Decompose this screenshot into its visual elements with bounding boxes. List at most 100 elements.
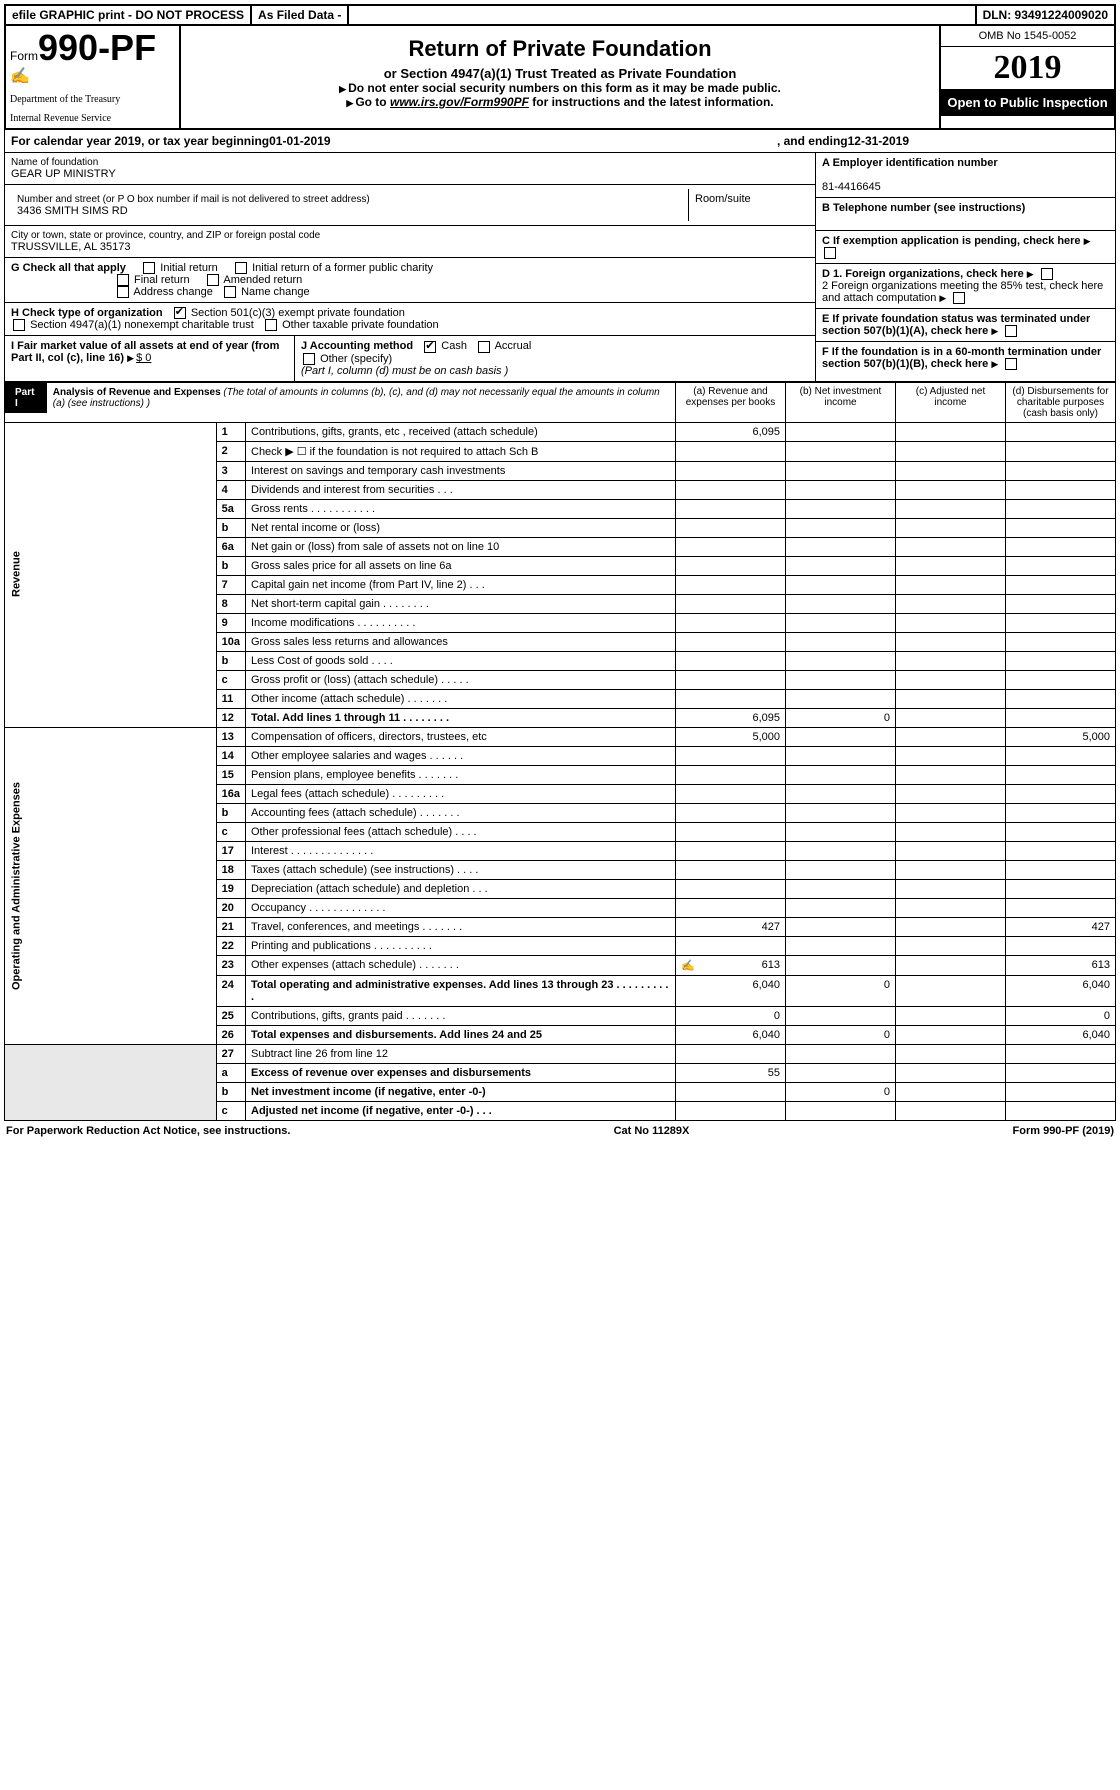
g-label: G Check all that apply	[11, 262, 126, 274]
amount-cell	[786, 1044, 896, 1063]
amount-cell	[896, 917, 1006, 936]
amount-cell	[896, 480, 1006, 499]
foundation-name: GEAR UP MINISTRY	[11, 168, 809, 180]
amount-cell	[676, 651, 786, 670]
amount-cell	[676, 461, 786, 480]
amount-cell	[676, 537, 786, 556]
amount-cell	[896, 879, 1006, 898]
line-desc: Gross sales price for all assets on line…	[246, 556, 676, 575]
chk-501c3[interactable]	[174, 307, 186, 319]
amount-cell	[1006, 784, 1116, 803]
amount-cell: 6,040	[676, 1025, 786, 1044]
irs-link[interactable]: www.irs.gov/Form990PF	[390, 95, 529, 109]
amount-cell: 6,040	[1006, 1025, 1116, 1044]
amount-cell	[676, 689, 786, 708]
chk-c[interactable]	[824, 247, 836, 259]
chk-initial-former[interactable]	[235, 262, 247, 274]
entity-info: Name of foundation GEAR UP MINISTRY Numb…	[4, 153, 1116, 382]
chk-f[interactable]	[1005, 358, 1017, 370]
amount-cell	[786, 518, 896, 537]
amount-cell	[896, 441, 1006, 461]
part1-label: Part I	[5, 383, 47, 413]
amount-cell	[786, 575, 896, 594]
chk-amended[interactable]	[207, 274, 219, 286]
chk-d1[interactable]	[1041, 268, 1053, 280]
amount-cell: 6,095	[676, 708, 786, 727]
line-number: 3	[216, 461, 245, 480]
amount-cell	[786, 1006, 896, 1025]
g-opt-1: Initial return of a former public charit…	[252, 262, 433, 274]
amount-cell: 5,000	[1006, 727, 1116, 746]
line-desc: Gross profit or (loss) (attach schedule)…	[246, 670, 676, 689]
chk-cash[interactable]	[424, 341, 436, 353]
line-number: 17	[216, 841, 245, 860]
amount-cell	[676, 632, 786, 651]
amount-cell	[786, 422, 896, 441]
a-label: A Employer identification number	[822, 157, 998, 169]
chk-address[interactable]	[117, 286, 129, 298]
b-label: B Telephone number (see instructions)	[822, 202, 1025, 214]
chk-d2[interactable]	[953, 292, 965, 304]
amount-cell	[896, 651, 1006, 670]
amount-cell	[896, 1063, 1006, 1082]
line-desc: Compensation of officers, directors, tru…	[246, 727, 676, 746]
line-desc: Check ▶ ☐ if the foundation is not requi…	[246, 441, 676, 461]
amount-cell	[786, 822, 896, 841]
amount-cell	[896, 632, 1006, 651]
cal-pre: For calendar year 2019, or tax year begi…	[11, 134, 269, 148]
page-footer: For Paperwork Reduction Act Notice, see …	[4, 1121, 1116, 1141]
amount-cell	[1006, 422, 1116, 441]
amount-cell	[896, 594, 1006, 613]
amount-cell	[1006, 936, 1116, 955]
amount-cell	[1006, 537, 1116, 556]
line-desc: Printing and publications . . . . . . . …	[246, 936, 676, 955]
amount-cell: 6,040	[676, 975, 786, 1006]
amount-cell	[896, 1025, 1006, 1044]
amount-cell	[786, 613, 896, 632]
j-label: J Accounting method	[301, 340, 413, 352]
chk-namechg[interactable]	[224, 286, 236, 298]
header-right: OMB No 1545-0052 2019 Open to Public Ins…	[939, 26, 1114, 128]
amount-cell	[1006, 1101, 1116, 1120]
amount-cell	[896, 955, 1006, 975]
city-state-zip: TRUSSVILLE, AL 35173	[11, 241, 809, 253]
chk-initial[interactable]	[143, 262, 155, 274]
line-number: 27	[216, 1044, 245, 1063]
d1-label: D 1. Foreign organizations, check here	[822, 268, 1024, 280]
chk-e[interactable]	[1005, 325, 1017, 337]
chk-jother[interactable]	[303, 353, 315, 365]
line-number: 24	[216, 975, 245, 1006]
check-h: H Check type of organization Section 501…	[5, 303, 815, 336]
chk-other-tax[interactable]	[265, 319, 277, 331]
amount-cell	[786, 689, 896, 708]
line-number: 25	[216, 1006, 245, 1025]
chk-4947[interactable]	[13, 319, 25, 331]
h-opt-1: Section 501(c)(3) exempt private foundat…	[191, 307, 405, 319]
dept-irs: Internal Revenue Service	[10, 113, 175, 124]
line-desc: Dividends and interest from securities .…	[246, 480, 676, 499]
row-ij: I Fair market value of all assets at end…	[5, 336, 815, 380]
amount-cell	[896, 822, 1006, 841]
line-desc: Net rental income or (loss)	[246, 518, 676, 537]
amount-cell	[676, 765, 786, 784]
line-desc: Total operating and administrative expen…	[246, 975, 676, 1006]
line-number: 16a	[216, 784, 245, 803]
line-desc: Income modifications . . . . . . . . . .	[246, 613, 676, 632]
g-opt-3: Amended return	[223, 274, 302, 286]
amount-cell	[1006, 632, 1116, 651]
table-row: 27Subtract line 26 from line 12	[5, 1044, 1116, 1063]
pdf-icon[interactable]: ✍	[10, 66, 175, 86]
amount-cell	[1006, 708, 1116, 727]
line-desc: Travel, conferences, and meetings . . . …	[246, 917, 676, 936]
e-label: E If private foundation status was termi…	[822, 313, 1090, 337]
header-left: Form990-PF ✍ Department of the Treasury …	[6, 26, 181, 128]
chk-accrual[interactable]	[478, 341, 490, 353]
line-number: 2	[216, 441, 245, 461]
line-number: 15	[216, 765, 245, 784]
amount-cell	[1006, 613, 1116, 632]
amount-cell	[896, 975, 1006, 1006]
amount-cell: 5,000	[676, 727, 786, 746]
chk-final[interactable]	[117, 274, 129, 286]
part1-table: Part I Analysis of Revenue and Expenses …	[4, 382, 1116, 1121]
amount-cell	[896, 499, 1006, 518]
